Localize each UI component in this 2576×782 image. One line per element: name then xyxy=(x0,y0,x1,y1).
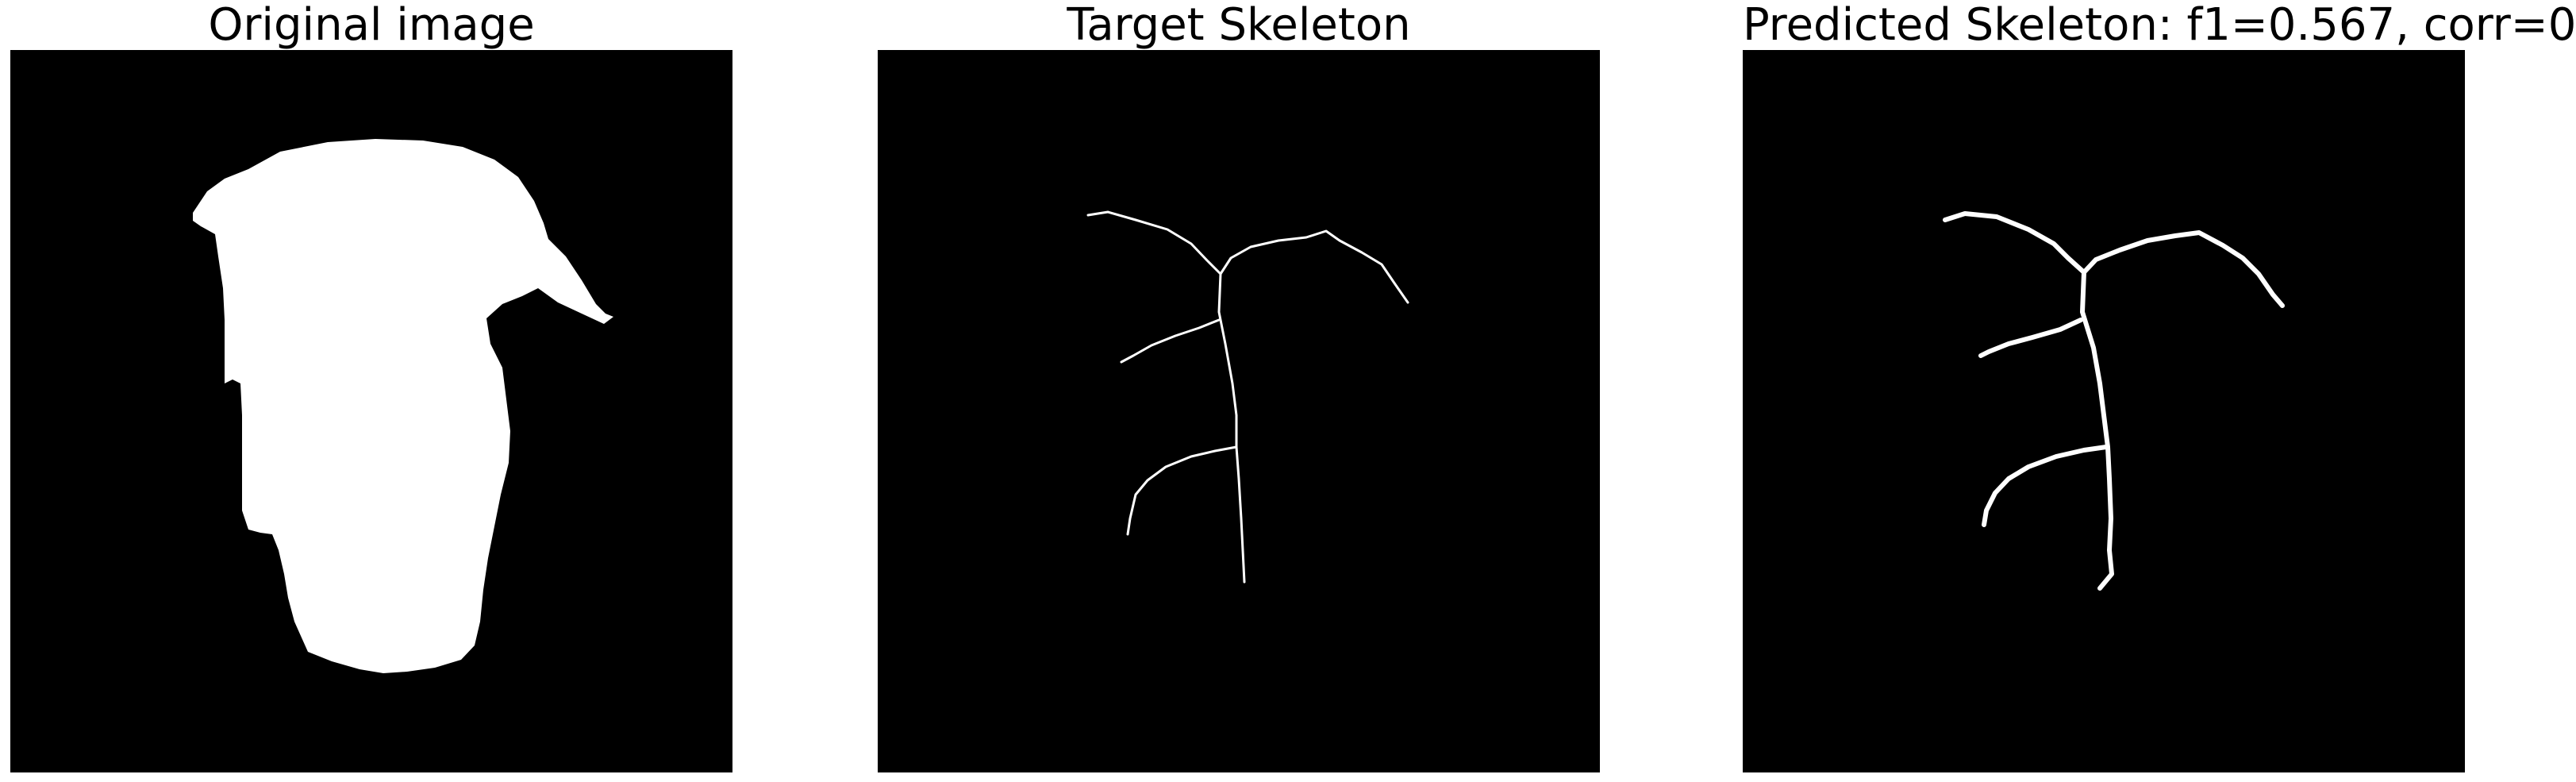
panel-title: Predicted Skeleton: f1=0.567, corr=0.600 xyxy=(1743,0,2576,51)
panel-target-skeleton: Target Skeleton xyxy=(878,0,1600,782)
original-mask-image xyxy=(10,50,732,772)
mask-shape xyxy=(10,50,732,772)
target-skeleton-lines xyxy=(878,50,1600,772)
target-skeleton-image xyxy=(878,50,1600,772)
panel-predicted-skeleton: Predicted Skeleton: f1=0.567, corr=0.600 xyxy=(1743,0,2576,782)
panel-title: Original image xyxy=(208,0,535,51)
panel-title: Target Skeleton xyxy=(1067,0,1411,51)
predicted-skeleton-lines xyxy=(1743,50,2465,772)
panel-original-image: Original image xyxy=(10,0,732,782)
predicted-skeleton-image xyxy=(1743,50,2465,772)
